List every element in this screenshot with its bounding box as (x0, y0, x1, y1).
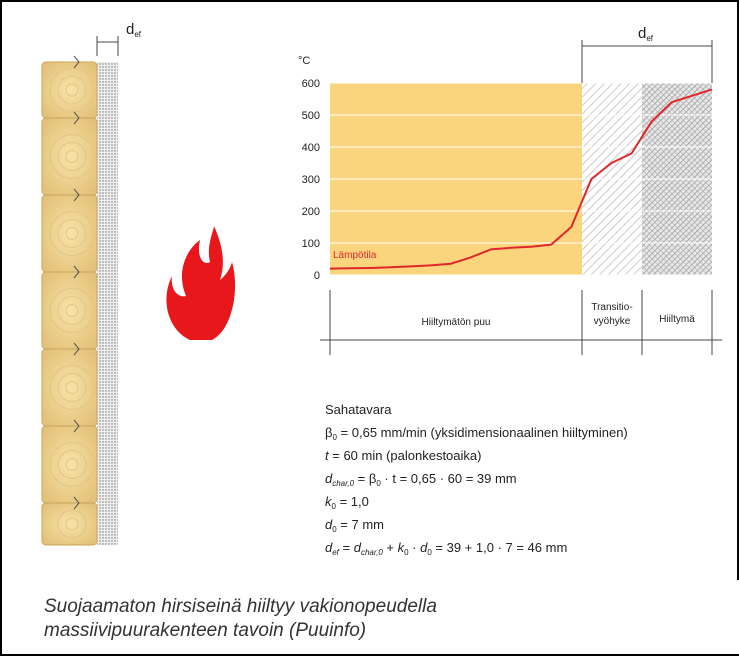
caption: massiivipuurakenteen tavoin (Puuinfo) (44, 620, 366, 641)
y-unit: °C (298, 55, 310, 67)
formula: dchar,0 = β0 · t = 0,65 · 60 = 39 mm (325, 471, 517, 488)
caption: Suojaamaton hirsiseinä hiiltyy vakionope… (44, 596, 437, 617)
plot (330, 83, 712, 275)
formula: β0 = 0,65 mm/min (yksidimensionaalinen h… (325, 425, 628, 442)
log (42, 503, 97, 545)
y-tick-label: 200 (302, 206, 320, 218)
zone-label: Hiiltymä (659, 314, 695, 325)
y-tick-label: 600 (302, 78, 320, 90)
formula: Sahatavara (325, 402, 392, 417)
char-layer (97, 62, 118, 545)
y-tick-label: 500 (302, 110, 320, 122)
figure: def def °C Hiiltymätön puu Transitio- vy… (0, 0, 739, 656)
series-label: Lämpötila (333, 250, 377, 261)
zone-label: Transitio- (591, 302, 632, 313)
y-tick-label: 400 (302, 142, 320, 154)
y-tick-label: 100 (302, 238, 320, 250)
formula: t = 60 min (palonkestoaika) (325, 448, 481, 463)
wall (42, 56, 118, 545)
zone-label: vyöhyke (594, 316, 631, 327)
y-tick-label: 0 (314, 270, 320, 282)
caption-box (30, 580, 739, 654)
y-tick-label: 300 (302, 174, 320, 186)
zone-label: Hiiltymätön puu (422, 317, 491, 328)
